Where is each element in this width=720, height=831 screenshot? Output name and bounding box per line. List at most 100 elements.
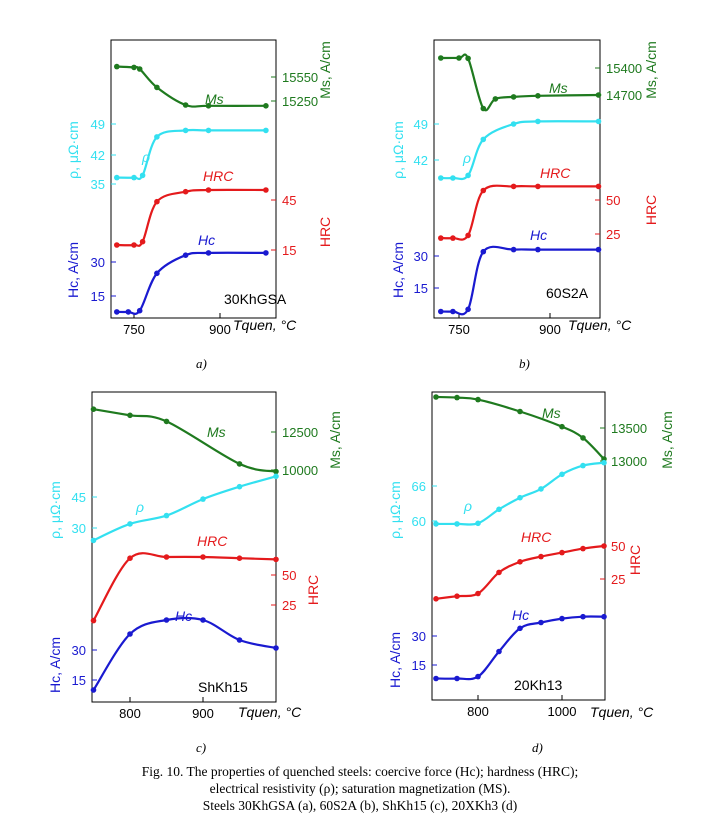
y-axis-label-left: Hc, A/cm [390, 242, 406, 298]
y-tick-label: 45 [72, 490, 86, 505]
data-point [433, 521, 439, 527]
y-axis-label-right: Ms, A/cm [643, 41, 659, 99]
panel-label: c) [196, 740, 206, 755]
figure-caption-line-3: Steels 30KhGSA (a), 60S2A (b), ShKh15 (c… [202, 798, 518, 813]
series-line-HRC [116, 188, 266, 247]
data-point [454, 521, 460, 527]
y-tick-label: 12500 [282, 425, 318, 440]
y-tick-label: 13500 [611, 421, 647, 436]
data-point [131, 242, 137, 248]
data-point [496, 506, 502, 513]
plot-frame [91, 391, 277, 703]
data-point [559, 471, 565, 478]
x-tick-label: 900 [209, 322, 231, 337]
data-point [559, 423, 565, 430]
series-line-Ms [116, 65, 266, 108]
data-point [438, 235, 444, 241]
sample-name: 20Kh13 [514, 677, 562, 693]
data-point [601, 459, 607, 466]
data-point [236, 555, 243, 561]
series-label: ρ [135, 499, 144, 515]
data-point [433, 596, 439, 602]
series-label: Ms [207, 424, 226, 440]
data-point [154, 198, 160, 205]
data-point [163, 512, 170, 519]
y-axis-label-left: Hc, A/cm [387, 632, 403, 688]
series-label: Hc [530, 227, 547, 243]
data-point [450, 308, 456, 315]
data-point [450, 175, 456, 181]
data-point [510, 94, 517, 100]
y-tick-label: 30 [72, 643, 86, 658]
data-point [205, 187, 212, 193]
data-point [200, 554, 206, 560]
series-label: HRC [203, 168, 234, 184]
data-point [205, 103, 212, 109]
data-point [465, 55, 471, 62]
data-point [601, 613, 607, 620]
x-tick-label: 900 [192, 706, 214, 721]
data-point [236, 637, 243, 643]
y-tick-label: 30 [91, 255, 105, 270]
series-line-ρ [435, 461, 605, 526]
data-point [182, 127, 189, 134]
y-tick-label: 42 [414, 153, 428, 168]
y-axis-label-right: Ms, A/cm [317, 41, 333, 99]
series-label: HRC [521, 529, 552, 545]
data-point [127, 555, 133, 561]
data-point [538, 619, 544, 626]
data-point [510, 183, 517, 190]
data-point [263, 187, 269, 193]
data-point [454, 675, 460, 682]
data-point [595, 183, 602, 190]
series-line-ρ [116, 128, 266, 181]
y-axis-label-right: HRC [317, 217, 333, 247]
data-point [475, 673, 481, 680]
y-axis-label-left: ρ, μΩ·cm [47, 481, 63, 539]
data-point [127, 521, 133, 527]
y-tick-label: 15 [72, 673, 86, 688]
series-line-HRC [435, 544, 605, 600]
data-point [450, 235, 456, 241]
data-point [182, 252, 189, 258]
sample-name: 60S2A [546, 285, 589, 301]
data-point [480, 187, 487, 194]
data-point [438, 308, 444, 315]
data-point [454, 593, 460, 599]
data-point [433, 394, 439, 400]
y-tick-label: 25 [611, 572, 625, 587]
y-tick-label: 30 [414, 249, 428, 264]
data-point [114, 174, 120, 181]
series-label: Hc [198, 232, 215, 248]
data-point [273, 473, 279, 480]
data-point [475, 396, 481, 403]
data-point [263, 250, 269, 256]
data-point [182, 188, 189, 195]
x-axis-label: Tquen, °C [233, 317, 297, 333]
data-point [131, 174, 137, 181]
series-label: HRC [540, 165, 571, 181]
data-point [273, 556, 279, 563]
data-point [559, 549, 565, 556]
data-point [517, 559, 523, 565]
y-axis-label-left: Hc, A/cm [65, 242, 81, 298]
chart-panel-4: 800 1000 Tquen, °CMs1350013000ρ6660HRC5025… [387, 391, 675, 755]
data-point [263, 127, 269, 134]
plot-frame [431, 391, 606, 701]
data-point [114, 309, 120, 315]
data-point [114, 242, 120, 248]
data-point [535, 93, 541, 99]
data-point [127, 631, 133, 637]
data-point [492, 96, 499, 102]
data-point [205, 127, 212, 134]
y-tick-label: 25 [282, 598, 296, 613]
data-point [131, 64, 137, 71]
y-axis-label-left: ρ, μΩ·cm [387, 481, 403, 539]
y-axis-label-right: HRC [627, 545, 643, 575]
data-point [154, 270, 160, 277]
panel-label: d) [532, 740, 543, 755]
figure-caption-line-2: electrical resistivity (ρ); saturation m… [209, 781, 511, 796]
series-line-Ms [440, 53, 599, 112]
y-tick-label: 25 [606, 227, 620, 242]
series-label: Hc [175, 608, 192, 624]
